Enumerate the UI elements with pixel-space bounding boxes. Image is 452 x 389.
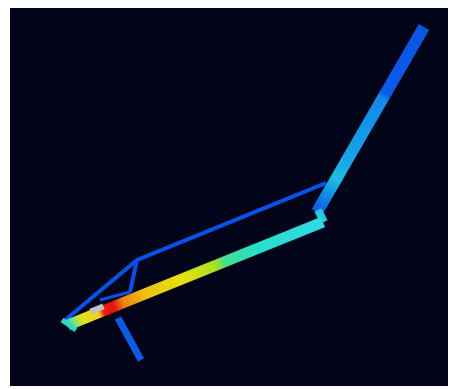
render-view <box>0 0 452 389</box>
screenshot <box>0 0 452 389</box>
